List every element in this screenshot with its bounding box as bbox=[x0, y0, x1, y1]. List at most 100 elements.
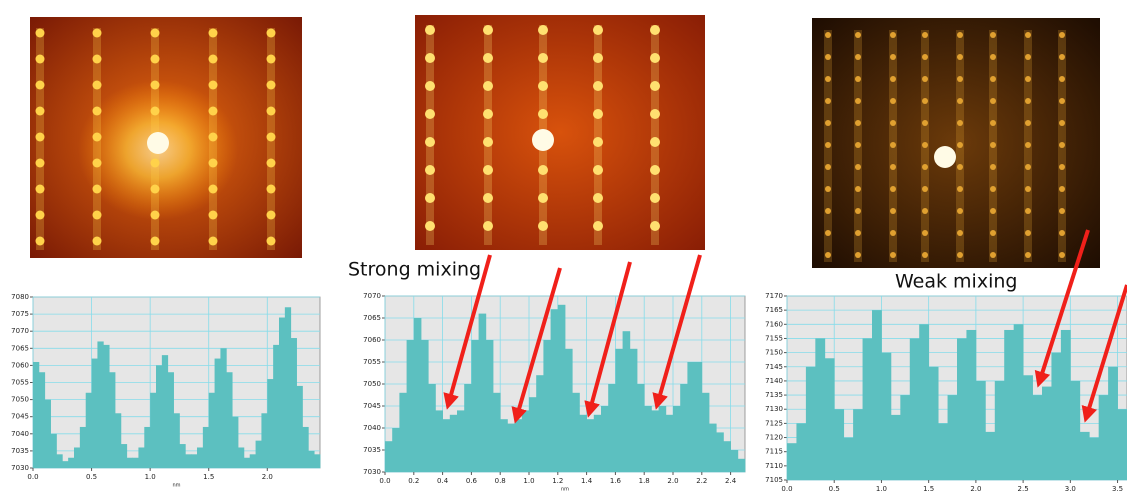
bar bbox=[701, 392, 710, 472]
spot bbox=[890, 230, 896, 236]
y-tick-label: 7060 bbox=[363, 336, 381, 344]
bar bbox=[536, 375, 544, 472]
bar bbox=[824, 358, 835, 480]
bar bbox=[1098, 395, 1109, 480]
spot bbox=[990, 164, 996, 170]
y-tick-label: 7070 bbox=[363, 292, 381, 300]
bar bbox=[478, 313, 487, 472]
spot bbox=[1025, 186, 1031, 192]
spot bbox=[650, 25, 660, 35]
x-tick-label: 0.8 bbox=[495, 477, 506, 485]
bar bbox=[644, 406, 652, 472]
bar bbox=[421, 340, 429, 472]
y-tick-label: 7065 bbox=[11, 344, 29, 352]
bar bbox=[543, 340, 551, 472]
spot bbox=[825, 252, 831, 258]
spot bbox=[855, 142, 861, 148]
spot bbox=[650, 221, 660, 231]
spot bbox=[825, 54, 831, 60]
spot-column bbox=[484, 25, 492, 245]
y-tick-label: 7035 bbox=[363, 446, 381, 454]
bar bbox=[881, 352, 892, 480]
spot bbox=[957, 186, 963, 192]
spot bbox=[150, 80, 160, 90]
bar bbox=[308, 450, 315, 468]
arrows bbox=[443, 229, 1127, 424]
y-tick-label: 7075 bbox=[11, 310, 29, 318]
bar bbox=[1004, 329, 1015, 480]
bar bbox=[565, 348, 573, 472]
x-tick-label: 0.5 bbox=[829, 485, 840, 493]
spot bbox=[990, 98, 996, 104]
bar bbox=[709, 423, 717, 472]
center-spot bbox=[934, 146, 956, 168]
spot bbox=[593, 81, 603, 91]
spot bbox=[1025, 208, 1031, 214]
spot bbox=[890, 54, 896, 60]
bar bbox=[994, 380, 1005, 480]
spot bbox=[35, 236, 45, 246]
spot bbox=[650, 165, 660, 175]
spot bbox=[593, 109, 603, 119]
bar bbox=[975, 380, 986, 480]
spot bbox=[483, 109, 493, 119]
spot bbox=[957, 252, 963, 258]
spot bbox=[1059, 252, 1065, 258]
spot bbox=[425, 53, 435, 63]
spot bbox=[990, 230, 996, 236]
spot bbox=[890, 186, 896, 192]
spot bbox=[208, 158, 218, 168]
y-tick-label: 7115 bbox=[765, 448, 783, 456]
spot bbox=[825, 164, 831, 170]
bar bbox=[471, 340, 479, 472]
y-tick-label: 7125 bbox=[765, 419, 783, 427]
spot bbox=[890, 164, 896, 170]
spot bbox=[92, 106, 102, 116]
spot bbox=[92, 80, 102, 90]
bar bbox=[1060, 329, 1071, 480]
bar bbox=[629, 348, 638, 472]
spot bbox=[538, 109, 548, 119]
x-tick-label: 2.2 bbox=[696, 477, 707, 485]
y-tick-label: 7105 bbox=[765, 476, 783, 484]
spot bbox=[855, 252, 861, 258]
x-tick-label: 0.0 bbox=[781, 485, 792, 493]
diffraction-image bbox=[415, 15, 705, 250]
spot bbox=[208, 184, 218, 194]
spot bbox=[483, 53, 493, 63]
x-tick-label: 0.6 bbox=[466, 477, 478, 485]
y-tick-label: 7160 bbox=[765, 320, 783, 328]
bar bbox=[557, 304, 566, 472]
x-tick-label: 1.4 bbox=[581, 477, 593, 485]
bar bbox=[1070, 380, 1081, 480]
bar bbox=[737, 458, 746, 472]
bar bbox=[413, 318, 422, 472]
bar bbox=[38, 372, 46, 468]
spot bbox=[266, 54, 276, 64]
spot bbox=[1025, 32, 1031, 38]
spot bbox=[266, 158, 276, 168]
spot bbox=[990, 186, 996, 192]
bar bbox=[890, 414, 901, 480]
bar bbox=[126, 457, 133, 468]
y-tick-label: 7055 bbox=[363, 358, 381, 366]
bar bbox=[161, 355, 169, 468]
spot bbox=[266, 210, 276, 220]
y-tick-label: 7035 bbox=[11, 447, 29, 455]
spot bbox=[593, 221, 603, 231]
bar bbox=[273, 344, 280, 468]
y-tick-label: 7045 bbox=[363, 402, 381, 410]
spot bbox=[35, 28, 45, 38]
spot bbox=[92, 54, 102, 64]
bar bbox=[442, 419, 451, 472]
y-tick-label: 7040 bbox=[11, 430, 29, 438]
spot bbox=[538, 193, 548, 203]
bar bbox=[521, 410, 530, 472]
bar bbox=[493, 392, 501, 472]
spot bbox=[92, 210, 102, 220]
bar bbox=[85, 392, 92, 468]
bar bbox=[572, 392, 580, 472]
spot bbox=[890, 142, 896, 148]
spot bbox=[538, 53, 548, 63]
bar bbox=[44, 399, 51, 468]
